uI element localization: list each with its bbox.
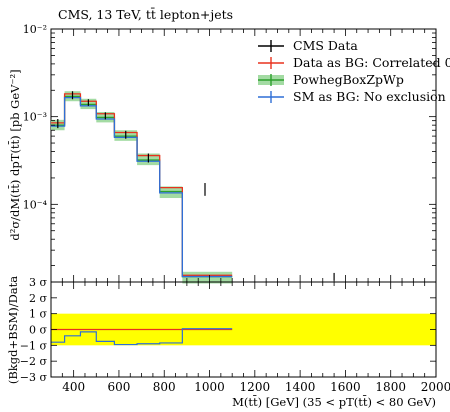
ratio-y-tick-label: −3 σ — [20, 371, 48, 384]
ratio-y-tick-label: 1 σ — [29, 308, 47, 321]
main-ticks-layer: 10⁻⁴ 10⁻³ 10⁻² — [23, 23, 437, 282]
legend-label: SM as BG: No exclusion — [293, 89, 446, 104]
legend: CMS Data Data as BG: Correlated 0% PowhegB… — [258, 38, 450, 104]
legend-data-as-bg: Data as BG: Correlated 0% — [258, 55, 450, 70]
ratio-ticks-layer: 400 600 800 1000 1200 1400 1600 1800 2000 3 σ 2 σ 1… — [20, 276, 450, 394]
legend-label: CMS Data — [293, 38, 358, 53]
legend-label: PowhegBoxZpWp — [293, 72, 404, 87]
ratio-y-axis-label: (Bkgd+BSM)/Data — [6, 276, 20, 384]
cms-data-point — [204, 183, 206, 196]
cms-data-point — [57, 119, 59, 129]
x-tick-label: 1800 — [375, 380, 406, 394]
x-axis-label: M(tt̄) [GeV] (35 < pT(tt̄) < 80 GeV) — [232, 395, 436, 409]
cms-data-point — [125, 130, 127, 139]
cms-data-point — [87, 99, 89, 106]
ratio-y-tick-label: 0 σ — [29, 324, 47, 337]
ratio-y-tick-label: 3 σ — [29, 276, 47, 289]
ratio-y-tick-label: −1 σ — [20, 339, 48, 352]
powheg-band-bin — [182, 271, 233, 284]
x-tick-label: 1000 — [194, 380, 225, 394]
main-plot: 10⁻⁴ 10⁻³ 10⁻² — [23, 23, 437, 284]
series-lines-layer — [51, 91, 335, 281]
ratio-lines-layer — [51, 328, 233, 346]
cms-data-point — [71, 91, 74, 100]
legend-cms-data: CMS Data — [258, 38, 358, 53]
x-tick-label: 1600 — [330, 380, 361, 394]
x-tick-label: 800 — [153, 380, 176, 394]
legend-label: Data as BG: Correlated 0% — [293, 55, 450, 70]
x-tick-label: 2000 — [421, 380, 450, 394]
legend-powheg: PowhegBoxZpWp — [258, 72, 404, 87]
x-tick-label: 600 — [107, 380, 130, 394]
y-tick-label: 10⁻⁴ — [23, 198, 48, 211]
y-tick-label: 10⁻³ — [23, 111, 47, 124]
ratio-plot: 400 600 800 1000 1200 1400 1600 1800 2000 3 σ 2 σ 1… — [20, 276, 450, 394]
cms-data-point — [104, 112, 106, 120]
x-tick-label: 1400 — [285, 380, 316, 394]
ratio-y-tick-label: 2 σ — [29, 292, 47, 305]
ratio-sm-as-bg-line — [51, 328, 233, 346]
cms-data-point — [147, 153, 149, 163]
ratio-y-tick-label: −2 σ — [20, 355, 48, 368]
legend-sm-as-bg: SM as BG: No exclusion — [258, 89, 446, 104]
x-tick-label: 400 — [62, 380, 85, 394]
y-axis-label: d²σ/dM(tt̄) dpT(tt̄) [pb GeV⁻²] — [8, 69, 22, 240]
powheg-band-bin — [159, 186, 183, 199]
x-tick-label: 1200 — [240, 380, 271, 394]
chart-title: CMS, 13 TeV, tt̄ lepton+jets — [58, 6, 233, 22]
y-tick-label: 10⁻² — [23, 23, 47, 36]
